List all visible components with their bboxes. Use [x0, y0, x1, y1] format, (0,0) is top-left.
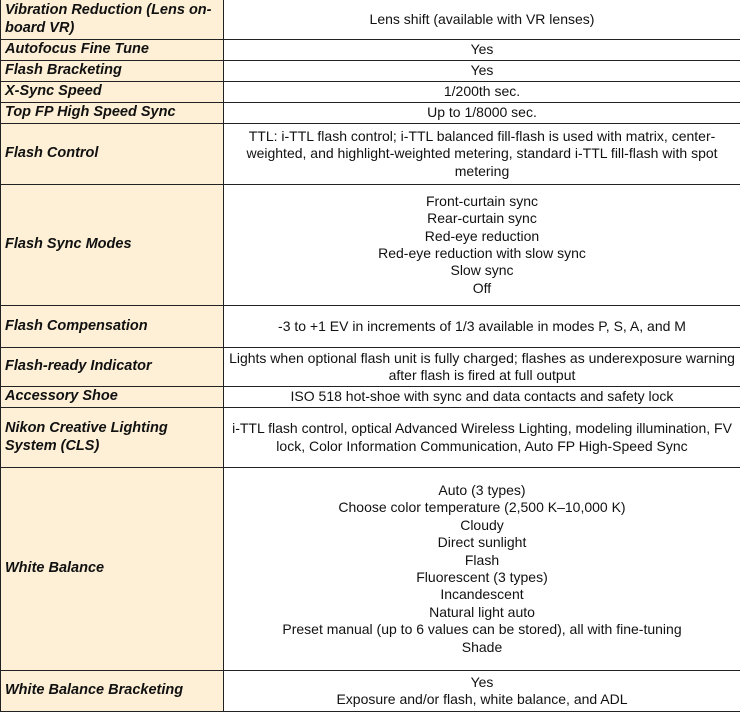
- spec-label: Flash Bracketing: [1, 61, 224, 82]
- spec-label: Flash Compensation: [1, 306, 224, 348]
- spec-value: i-TTL flash control, optical Advanced Wi…: [224, 408, 740, 468]
- spec-label: Nikon Creative Lighting System (CLS): [1, 408, 224, 468]
- spec-label: White Balance Bracketing: [1, 671, 224, 712]
- spec-label: Accessory Shoe: [1, 387, 224, 408]
- spec-value: ISO 518 hot-shoe with sync and data cont…: [224, 387, 740, 408]
- spec-value: Front-curtain sync Rear-curtain sync Red…: [224, 185, 740, 306]
- spec-value: -3 to +1 EV in increments of 1/3 availab…: [224, 306, 740, 348]
- spec-label: X-Sync Speed: [1, 82, 224, 103]
- spec-value: 1/200th sec.: [224, 82, 740, 103]
- spec-label: Flash-ready Indicator: [1, 348, 224, 387]
- spec-value: Lens shift (available with VR lenses): [224, 0, 740, 40]
- spec-label: Flash Control: [1, 124, 224, 185]
- spec-label: White Balance: [1, 468, 224, 671]
- spec-value: Up to 1/8000 sec.: [224, 103, 740, 124]
- spec-value: Yes: [224, 61, 740, 82]
- table-row: Vibration Reduction (Lens on-board VR)Le…: [1, 0, 740, 40]
- spec-value: Auto (3 types) Choose color temperature …: [224, 468, 740, 671]
- spec-label: Flash Sync Modes: [1, 185, 224, 306]
- spec-value: Lights when optional flash unit is fully…: [224, 348, 740, 387]
- spec-value: Yes Exposure and/or flash, white balance…: [224, 671, 740, 712]
- spec-value: TTL: i-TTL flash control; i-TTL balanced…: [224, 124, 740, 185]
- spec-value: Yes: [224, 40, 740, 61]
- table-row: Flash Compensation-3 to +1 EV in increme…: [1, 306, 740, 348]
- spec-label: Autofocus Fine Tune: [1, 40, 224, 61]
- spec-label: Top FP High Speed Sync: [1, 103, 224, 124]
- spec-label: Vibration Reduction (Lens on-board VR): [1, 0, 224, 40]
- table-row: Nikon Creative Lighting System (CLS)i-TT…: [1, 408, 740, 468]
